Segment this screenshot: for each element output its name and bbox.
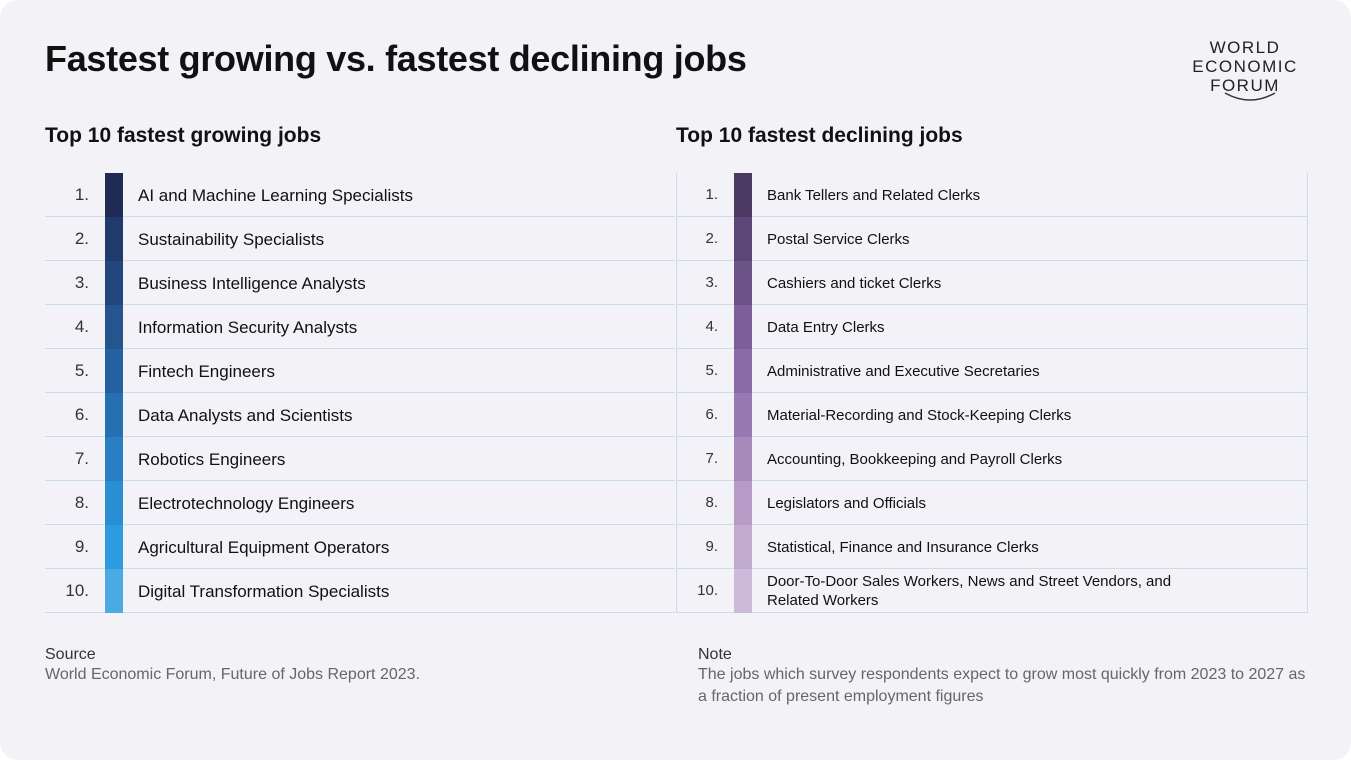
color-bar — [105, 173, 123, 217]
source: Source World Economic Forum, Future of J… — [45, 646, 645, 686]
job-title: Legislators and Officials — [767, 494, 926, 512]
job-title: Door-To-Door Sales Workers, News and Str… — [767, 573, 1172, 609]
job-title: Cashiers and ticket Clerks — [767, 274, 942, 292]
rank: 1. — [705, 186, 718, 203]
job-title: Fintech Engineers — [138, 361, 276, 381]
note: Note The jobs which survey respondents e… — [698, 646, 1313, 708]
source-text: World Economic Forum, Future of Jobs Rep… — [45, 666, 420, 683]
color-bar — [734, 305, 752, 349]
rank: 6. — [705, 406, 718, 423]
rank: 8. — [705, 494, 718, 511]
job-title: Digital Transformation Specialists — [138, 581, 390, 601]
table-row: 9. Statistical, Finance and Insurance Cle… — [677, 525, 1307, 569]
color-bar — [105, 261, 123, 305]
color-bar — [105, 437, 123, 481]
rank: 4. — [74, 317, 89, 336]
table-row: 3. Cashiers and ticket Clerks — [677, 261, 1307, 305]
job-title: Postal Service Clerks — [767, 230, 910, 248]
table-row: 4. Information Security Analysts — [45, 305, 675, 349]
table-row: 7. Accounting, Bookkeeping and Payroll Cl… — [677, 437, 1307, 481]
rank: 6. — [74, 405, 89, 424]
rank: 9. — [705, 538, 718, 555]
color-bar — [734, 261, 752, 305]
table-row: 5. Fintech Engineers — [45, 349, 675, 393]
job-title: Data Entry Clerks — [767, 318, 885, 336]
job-title: Business Intelligence Analysts — [138, 273, 366, 293]
table-row: 7. Robotics Engineers — [45, 437, 675, 481]
color-bar — [105, 569, 123, 613]
table-row: 2. Postal Service Clerks — [677, 217, 1307, 261]
color-bar — [734, 217, 752, 261]
rank: 5. — [74, 361, 89, 380]
job-title: Bank Tellers and Related Clerks — [767, 186, 981, 204]
rank: 10. — [65, 581, 89, 600]
job-title: Electrotechnology Engineers — [138, 493, 355, 513]
color-bar — [105, 217, 123, 261]
table-row: 10. Digital Transformation Specialists — [45, 569, 675, 613]
rank: 4. — [705, 318, 718, 335]
table-heading: Top 10 fastest declining jobs — [676, 124, 963, 147]
table-row: 10. Door-To-Door Sales Workers, News and … — [677, 569, 1307, 613]
declining-table: 1. Bank Tellers and Related Clerks 2. Posta… — [676, 173, 1308, 613]
logo-arc — [1224, 92, 1276, 101]
job-title: Agricultural Equipment Operators — [138, 537, 390, 557]
job-title: Robotics Engineers — [138, 449, 286, 469]
job-title: Administrative and Executive Secretaries — [767, 362, 1040, 380]
table-row: 2. Sustainability Specialists — [45, 217, 675, 261]
table-row: 4. Data Entry Clerks — [677, 305, 1307, 349]
rank: 1. — [74, 185, 89, 204]
job-title: AI and Machine Learning Specialists — [138, 185, 413, 205]
job-title: Material-Recording and Stock-Keeping Cle… — [767, 406, 1072, 424]
rank: 3. — [705, 274, 718, 291]
job-title: Statistical, Finance and Insurance Clerk… — [767, 538, 1039, 556]
table-heading: Top 10 fastest growing jobs — [45, 124, 322, 147]
title: Fastest growing vs. fastest declining jo… — [45, 38, 747, 79]
table-row: 9. Agricultural Equipment Operators — [45, 525, 675, 569]
table-row: 6. Material-Recording and Stock-Keeping C… — [677, 393, 1307, 437]
logo-line: FORUM — [1210, 76, 1280, 95]
growing-table: 1. AI and Machine Learning Specialists 2. S… — [45, 173, 675, 613]
color-bar — [105, 481, 123, 525]
logo-line: ECONOMIC — [1192, 57, 1298, 76]
table-row: 1. AI and Machine Learning Specialists — [45, 173, 675, 217]
note-text: The jobs which survey respondents expect… — [698, 666, 1306, 705]
rank: 2. — [74, 229, 89, 248]
note-label: Note — [698, 646, 732, 663]
color-bar — [734, 569, 752, 613]
job-title: Information Security Analysts — [138, 317, 358, 337]
color-bar — [734, 481, 752, 525]
rank: 9. — [74, 537, 89, 556]
color-bar — [105, 305, 123, 349]
rank: 3. — [74, 273, 89, 292]
table-row: 1. Bank Tellers and Related Clerks — [677, 173, 1307, 217]
table-row: 3. Business Intelligence Analysts — [45, 261, 675, 305]
color-bar — [734, 173, 752, 217]
table-row: 5. Administrative and Executive Secretari… — [677, 349, 1307, 393]
source-label: Source — [45, 646, 96, 663]
color-bar — [734, 393, 752, 437]
color-bar — [105, 525, 123, 569]
job-title: Data Analysts and Scientists — [138, 405, 353, 425]
rank: 7. — [705, 450, 718, 467]
rank: 5. — [705, 362, 718, 379]
color-bar — [105, 349, 123, 393]
rank: 10. — [697, 582, 718, 599]
rank: 8. — [74, 493, 89, 512]
color-bar — [105, 393, 123, 437]
color-bar — [734, 349, 752, 393]
color-bar — [734, 525, 752, 569]
logo: WORLD ECONOMIC FORUM — [1180, 38, 1310, 105]
color-bar — [734, 437, 752, 481]
rank: 7. — [74, 449, 89, 468]
table-row: 8. Legislators and Officials — [677, 481, 1307, 525]
table-row: 6. Data Analysts and Scientists — [45, 393, 675, 437]
job-title: Sustainability Specialists — [138, 229, 325, 249]
job-title: Accounting, Bookkeeping and Payroll Cler… — [767, 450, 1063, 468]
rank: 2. — [705, 230, 718, 247]
logo-line: WORLD — [1209, 38, 1281, 57]
table-row: 8. Electrotechnology Engineers — [45, 481, 675, 525]
